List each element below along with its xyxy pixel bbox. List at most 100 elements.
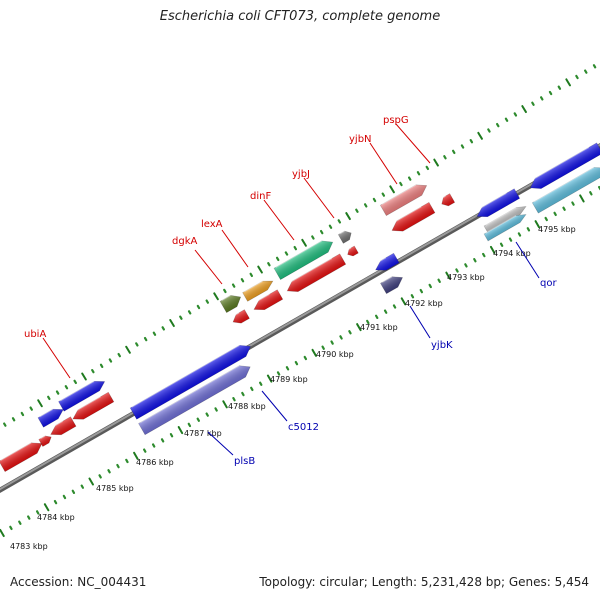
ruler-minor-tick <box>275 256 280 262</box>
accession-text: Accession: NC_004431 <box>10 575 147 589</box>
gene-arrow-shade <box>0 442 42 472</box>
gene-arrow-shade <box>338 231 352 244</box>
label-leader-line <box>303 177 335 219</box>
ruler-minor-tick <box>35 510 40 515</box>
ruler-minor-tick <box>20 411 25 417</box>
ruler-minor-tick <box>499 242 504 247</box>
gene-arrow-shade <box>37 409 64 428</box>
ruler-minor-tick <box>553 211 557 217</box>
label-leader-line <box>395 123 431 164</box>
ruler-minor-tick <box>419 288 424 294</box>
ruler-kbp-label: 4787 kbp <box>184 429 222 438</box>
gene-arrow-shade <box>38 435 52 447</box>
gene-labels: ubiA dgkA lexA dinF yjbJ yjbN pspG plsB c5012 yjb… <box>24 115 557 467</box>
gene-arrow-highlight <box>285 257 333 286</box>
ruler-minor-tick <box>205 412 209 417</box>
ruler-minor-tick <box>285 366 290 371</box>
gene-arrow-highlight <box>275 240 323 268</box>
gene-arrow-shade <box>392 202 435 232</box>
gene-label-dgkA: dgkA <box>172 236 197 247</box>
ruler-kbp-label: 4789 kbp <box>270 375 308 384</box>
gene-arrow-highlight <box>139 365 240 423</box>
gene-feature <box>531 166 600 214</box>
gene-arrow-shade <box>253 289 283 310</box>
gene-feature <box>38 435 52 447</box>
gene-lexA <box>242 280 274 302</box>
ruler-kbp-label: 4790 kbp <box>316 350 354 359</box>
gene-arrow-highlight <box>0 442 32 461</box>
ruler-minor-tick <box>152 331 157 336</box>
ruler-minor-tick <box>473 258 477 263</box>
gene-arrow-shade <box>380 276 403 294</box>
ruler-minor-tick <box>363 203 368 208</box>
ruler-major-tick <box>389 185 395 194</box>
ruler-minor-tick <box>464 263 468 268</box>
ruler-major-tick <box>400 297 407 306</box>
ruler-minor-tick <box>250 386 254 392</box>
ruler-minor-tick <box>284 251 289 256</box>
ruler-major-tick <box>565 78 571 87</box>
gene-arrow-shade <box>375 253 400 271</box>
label-leader-line <box>207 431 234 456</box>
ruler-minor-tick <box>589 191 593 196</box>
gene-dinF <box>273 240 334 280</box>
ruler-minor-tick <box>460 144 465 149</box>
ruler-minor-tick <box>337 219 342 224</box>
gene-arrow-highlight <box>381 184 417 205</box>
gene-arrow-shade <box>347 246 359 256</box>
map-title: Escherichia coli CFT073, complete genome <box>159 9 441 24</box>
ruler-major-tick <box>345 212 351 221</box>
ruler-kbp-label: 4786 kbp <box>136 458 174 467</box>
gene-feature <box>37 408 64 428</box>
gene-c5012 <box>129 344 251 420</box>
gene-ubiA <box>58 380 106 412</box>
gene-arrow-highlight <box>71 396 101 414</box>
ruler-major-tick <box>521 105 527 114</box>
ruler-major-tick <box>125 345 131 354</box>
ruler-major-tick <box>356 323 362 332</box>
ruler-minor-tick <box>416 171 421 176</box>
ruler-minor-tick <box>135 342 139 347</box>
gene-arrow-highlight <box>40 435 46 440</box>
ruler-minor-tick <box>548 90 553 96</box>
ruler-minor-tick <box>18 520 22 525</box>
gene-arrow-shade <box>50 416 77 435</box>
gene-arrow-highlight <box>39 408 54 418</box>
ruler-minor-tick <box>143 336 148 342</box>
ruler-minor-tick <box>231 283 236 288</box>
gene-feature <box>0 442 43 473</box>
gene-yjbK <box>380 276 404 295</box>
ruler-minor-tick <box>374 314 379 320</box>
ruler-minor-tick <box>47 395 51 401</box>
gene-arrow-highlight <box>528 146 590 183</box>
gene-arrow-highlight <box>252 293 270 305</box>
gene-label-plsB: plsB <box>234 456 255 467</box>
ruler-minor-tick <box>27 515 31 520</box>
ruler-minor-tick <box>71 489 76 495</box>
ruler-minor-tick <box>584 69 588 74</box>
gene-arrow-shade <box>130 345 251 420</box>
ruler-minor-tick <box>311 235 315 240</box>
ruler-minor-tick <box>339 335 343 340</box>
ruler-major-tick <box>213 292 219 301</box>
ruler-minor-tick <box>196 304 201 310</box>
ruler-minor-tick <box>9 525 13 531</box>
ruler-minor-tick <box>99 363 104 368</box>
gene-arrow-shade <box>72 392 114 420</box>
ruler-kbp-label: 4783 kbp <box>10 542 48 551</box>
gene-arrow-shade <box>477 188 520 217</box>
ruler-kbp-label: 4784 kbp <box>37 513 75 522</box>
ruler-minor-tick <box>125 458 129 464</box>
ruler-minor-tick <box>29 406 33 411</box>
ruler-minor-tick <box>443 155 447 160</box>
gene-pspG <box>440 193 456 207</box>
gene-feature <box>528 142 600 189</box>
ruler-minor-tick <box>259 381 263 386</box>
gene-feature <box>347 245 359 257</box>
ruler-minor-tick <box>348 330 352 335</box>
ruler-minor-tick <box>407 176 412 181</box>
ruler-minor-tick <box>187 310 192 315</box>
ruler-minor-tick <box>410 294 415 299</box>
ruler-minor-tick <box>557 85 562 90</box>
